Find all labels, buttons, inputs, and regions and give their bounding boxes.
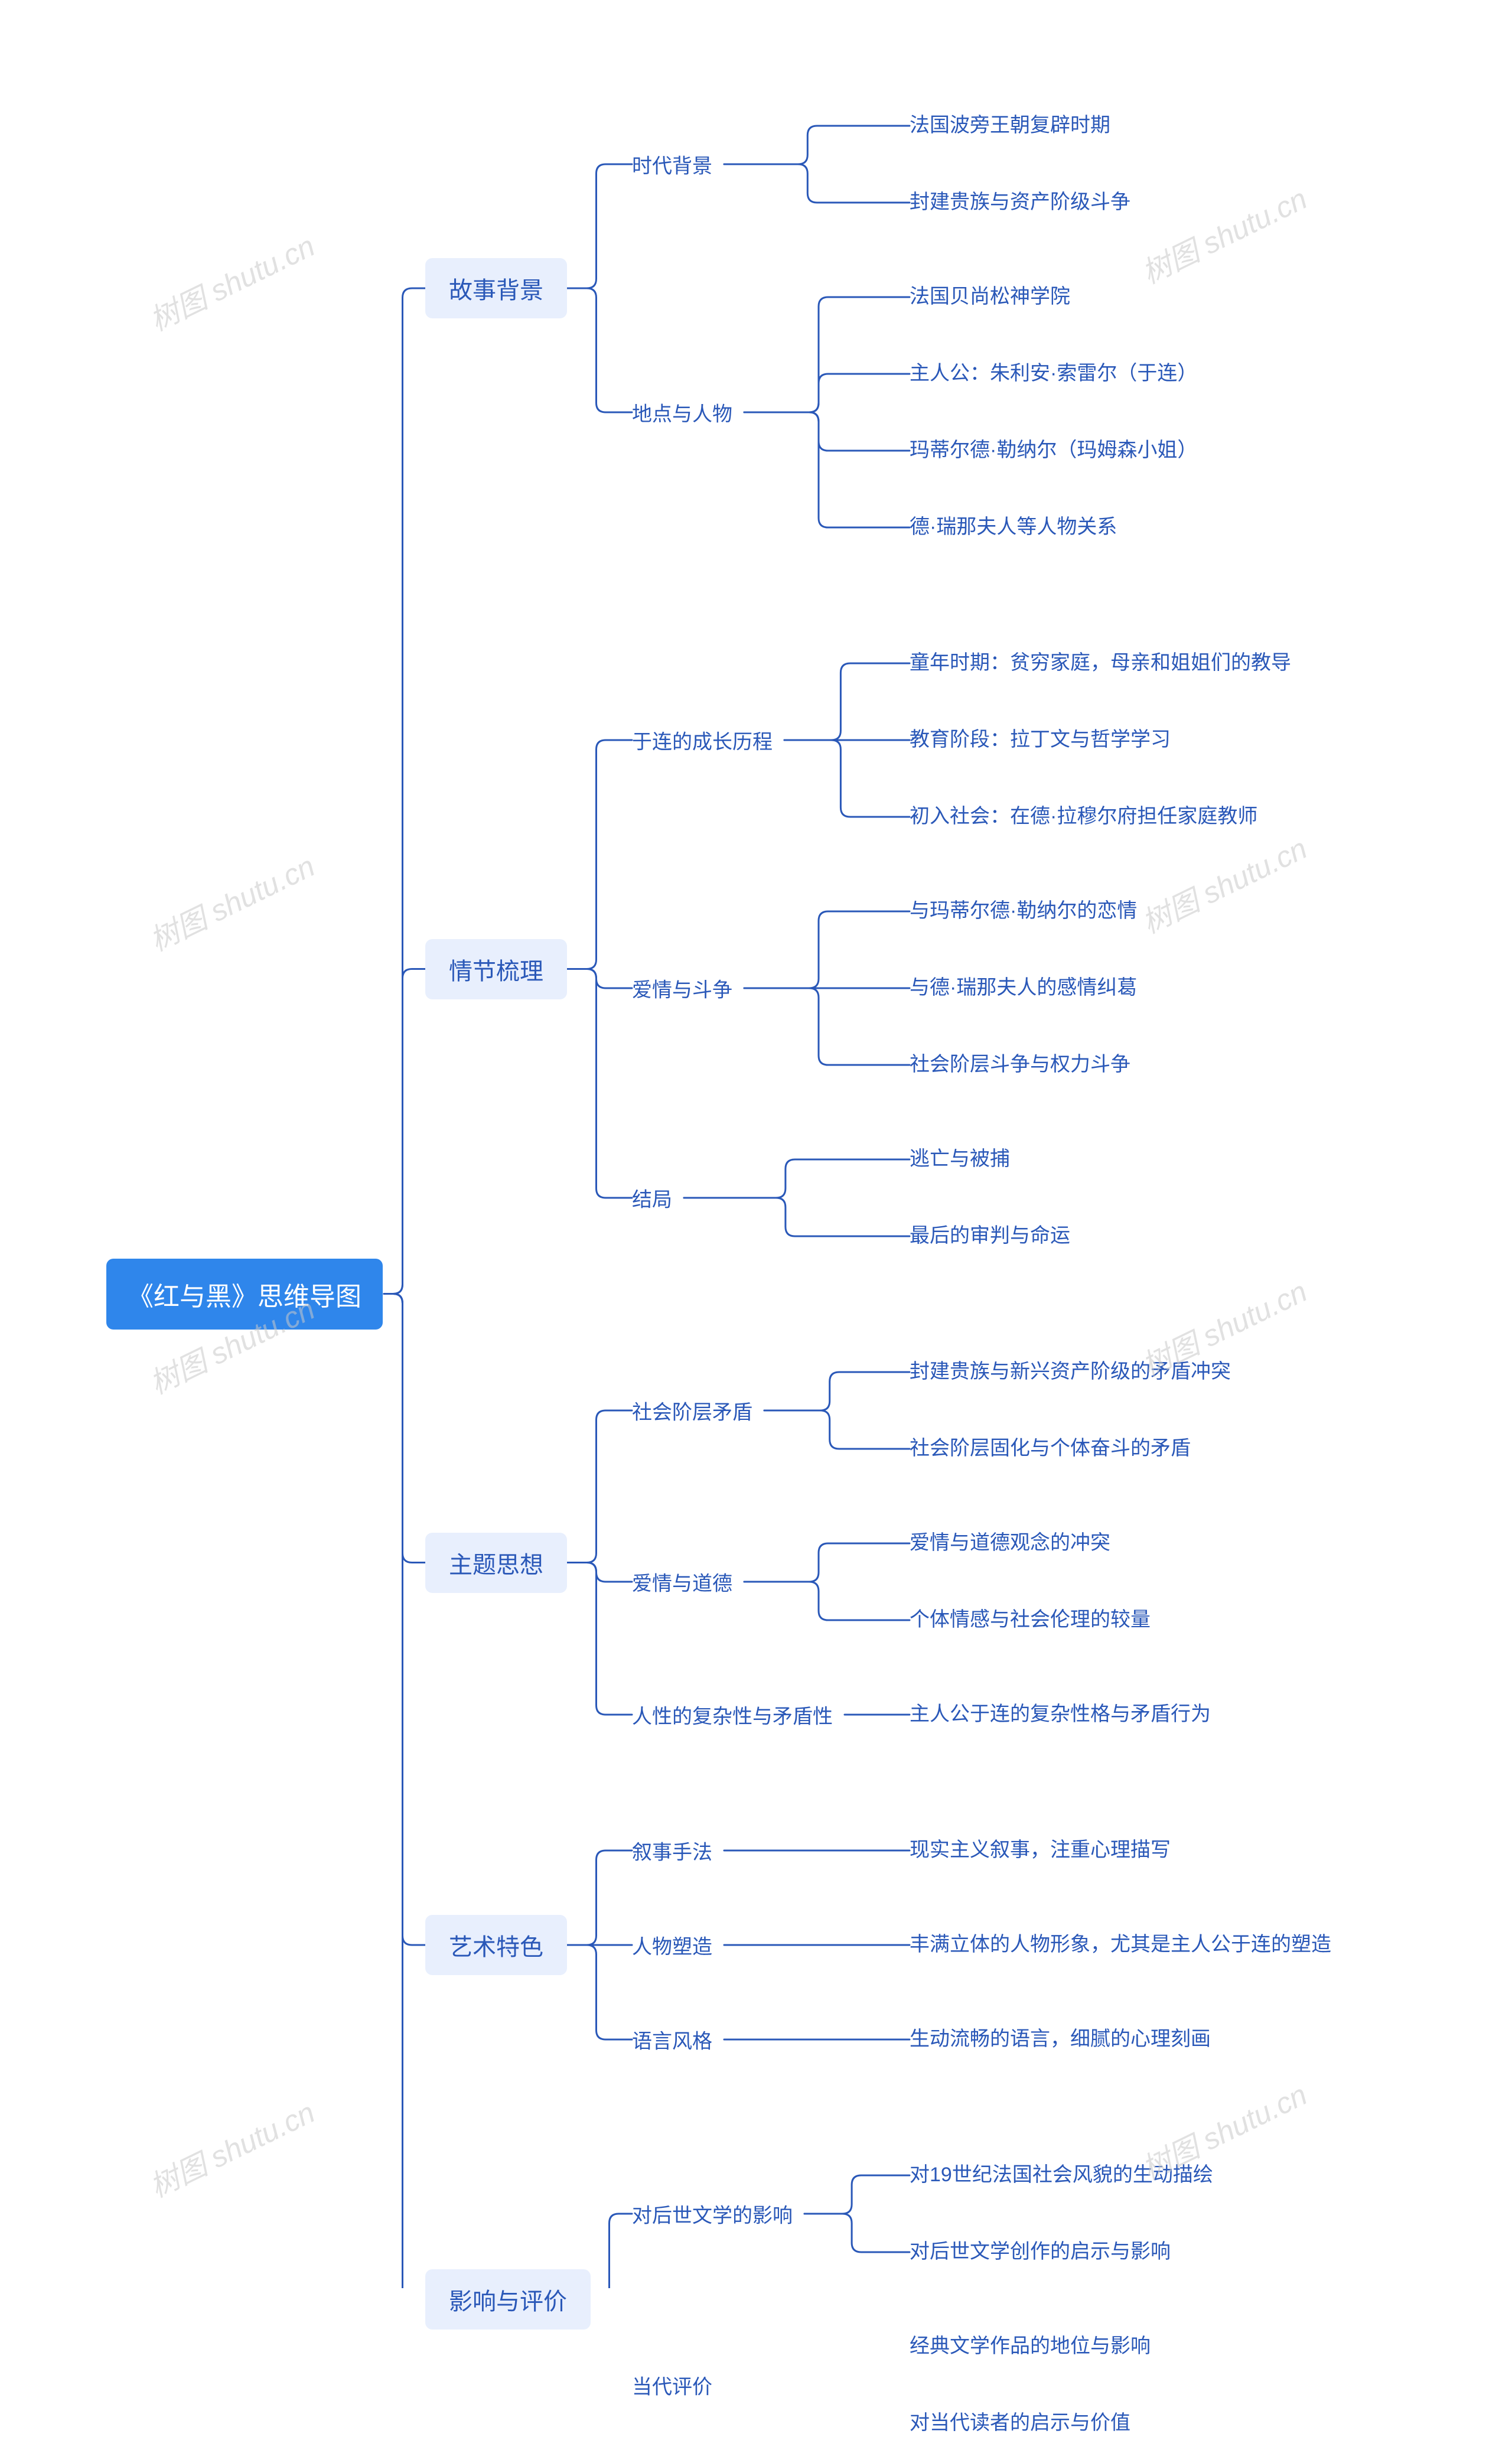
leaf-node: 最后的审判与命运 xyxy=(910,1223,1070,1250)
watermark: 树图 shutu.cn xyxy=(1134,175,1314,292)
leaf-node: 对19世纪法国社会风貌的生动描绘 xyxy=(910,2162,1213,2189)
leaf-node: 主人公于连的复杂性格与矛盾行为 xyxy=(910,1701,1211,1728)
branch-node: 情节梳理 xyxy=(425,939,567,999)
sub-node: 社会阶层矛盾 xyxy=(632,1396,752,1425)
sub-node: 语言风格 xyxy=(632,2025,712,2054)
sub-node: 人物塑造 xyxy=(632,1931,712,1960)
sub-node: 时代背景 xyxy=(632,150,712,179)
leaf-node: 丰满立体的人物形象，尤其是主人公于连的塑造 xyxy=(910,1931,1331,1959)
sub-node: 叙事手法 xyxy=(632,1836,712,1865)
sub-node: 爱情与道德 xyxy=(632,1568,732,1597)
watermark: 树图 shutu.cn xyxy=(142,843,321,959)
watermark: 树图 shutu.cn xyxy=(142,223,321,339)
sub-node: 对后世文学的影响 xyxy=(632,2200,793,2229)
root-node: 《红与黑》思维导图 xyxy=(106,1259,383,1330)
leaf-node: 生动流畅的语言，细腻的心理刻画 xyxy=(910,2026,1211,2053)
leaf-node: 封建贵族与新兴资产阶级的矛盾冲突 xyxy=(910,1358,1231,1386)
watermark: 树图 shutu.cn xyxy=(142,2089,321,2205)
leaf-node: 对当代读者的启示与价值 xyxy=(910,2410,1130,2437)
leaf-node: 对后世文学创作的启示与影响 xyxy=(910,2239,1171,2266)
leaf-node: 封建贵族与资产阶级斗争 xyxy=(910,189,1130,216)
sub-node: 结局 xyxy=(632,1184,672,1213)
watermark: 树图 shutu.cn xyxy=(1134,825,1314,941)
branch-node: 主题思想 xyxy=(425,1533,567,1593)
leaf-node: 主人公：朱利安·索雷尔（于连） xyxy=(910,360,1197,387)
leaf-node: 现实主义叙事，注重心理描写 xyxy=(910,1837,1171,1864)
sub-node: 当代评价 xyxy=(632,2371,712,2400)
sub-node: 爱情与斗争 xyxy=(632,974,732,1003)
leaf-node: 个体情感与社会伦理的较量 xyxy=(910,1607,1151,1634)
leaf-node: 爱情与道德观念的冲突 xyxy=(910,1530,1110,1557)
branch-node: 影响与评价 xyxy=(425,2269,591,2330)
leaf-node: 童年时期：贫穷家庭，母亲和姐姐们的教导 xyxy=(910,650,1291,677)
leaf-node: 经典文学作品的地位与影响 xyxy=(910,2333,1151,2360)
leaf-node: 与德·瑞那夫人的感情纠葛 xyxy=(910,975,1137,1002)
sub-node: 人性的复杂性与矛盾性 xyxy=(632,1700,833,1729)
leaf-node: 社会阶层固化与个体奋斗的矛盾 xyxy=(910,1435,1191,1462)
leaf-node: 法国贝尚松神学院 xyxy=(910,284,1070,311)
sub-node: 地点与人物 xyxy=(632,398,732,427)
leaf-node: 逃亡与被捕 xyxy=(910,1146,1010,1173)
leaf-node: 初入社会：在德·拉穆尔府担任家庭教师 xyxy=(910,803,1257,830)
leaf-node: 教育阶段：拉丁文与哲学学习 xyxy=(910,726,1171,754)
leaf-node: 玛蒂尔德·勒纳尔（玛姆森小姐） xyxy=(910,437,1197,464)
leaf-node: 与玛蒂尔德·勒纳尔的恋情 xyxy=(910,898,1137,925)
branch-node: 故事背景 xyxy=(425,258,567,318)
leaf-node: 社会阶层斗争与权力斗争 xyxy=(910,1051,1130,1079)
leaf-node: 德·瑞那夫人等人物关系 xyxy=(910,514,1117,541)
branch-node: 艺术特色 xyxy=(425,1915,567,1975)
leaf-node: 法国波旁王朝复辟时期 xyxy=(910,112,1110,139)
sub-node: 于连的成长历程 xyxy=(632,726,773,755)
